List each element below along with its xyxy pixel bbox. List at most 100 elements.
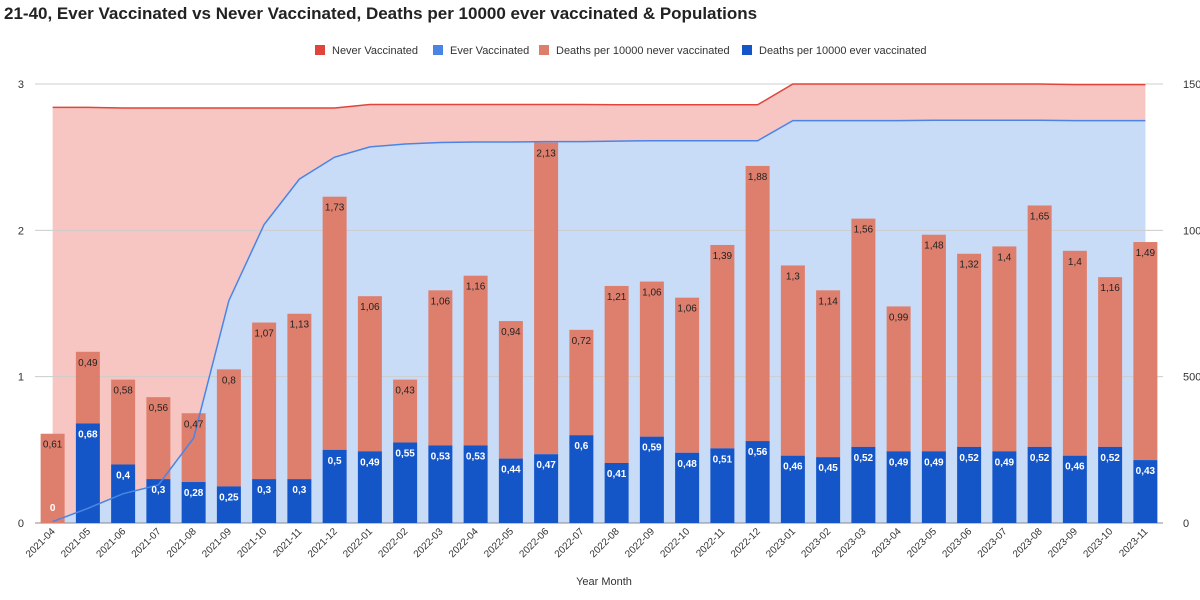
data-label-ever-vaccinated: 0,5 <box>328 456 342 467</box>
bar-ever-vaccinated-deaths <box>463 445 488 523</box>
bar-never-vaccinated-deaths <box>252 322 277 480</box>
data-label-ever-vaccinated: 0,49 <box>924 457 944 468</box>
bar-never-vaccinated-deaths <box>1027 205 1052 447</box>
x-axis-tick-label: 2021-05 <box>59 526 93 560</box>
bar-ever-vaccinated-deaths <box>357 451 382 523</box>
bar-ever-vaccinated-deaths <box>428 445 453 523</box>
x-axis-tick-label: 2022-10 <box>659 526 693 560</box>
data-label-ever-vaccinated: 0,28 <box>184 488 204 499</box>
bar-ever-vaccinated-deaths <box>75 423 100 523</box>
x-axis-tick-label: 2022-05 <box>482 526 516 560</box>
bar-ever-vaccinated-deaths <box>710 448 735 523</box>
data-label-ever-vaccinated: 0,51 <box>713 454 733 465</box>
bar-never-vaccinated-deaths <box>498 321 523 459</box>
data-label-ever-vaccinated: 0,55 <box>395 449 415 460</box>
data-label-ever-vaccinated: 0,53 <box>466 451 486 462</box>
bar-ever-vaccinated-deaths <box>957 446 982 523</box>
data-label-never-vaccinated: 1,14 <box>818 296 838 307</box>
data-label-ever-vaccinated: 0,46 <box>783 462 803 473</box>
data-label-never-vaccinated: 1,16 <box>1100 283 1120 294</box>
x-axis-tick-label: 2021-12 <box>306 526 340 560</box>
data-label-never-vaccinated: 1,48 <box>924 241 944 252</box>
bar-ever-vaccinated-deaths <box>252 479 277 523</box>
data-label-ever-vaccinated: 0,49 <box>360 457 380 468</box>
bar-never-vaccinated-deaths <box>780 265 805 456</box>
bar-ever-vaccinated-deaths <box>181 482 206 523</box>
never-vaccinated-line <box>52 83 1146 109</box>
x-axis-tick-label: 2021-07 <box>130 526 164 560</box>
data-label-ever-vaccinated: 0,52 <box>854 453 874 464</box>
data-label-never-vaccinated: 1,4 <box>1068 257 1082 268</box>
y-axis-tick-label: 3 <box>18 79 24 91</box>
bar-ever-vaccinated-deaths <box>216 486 241 523</box>
data-label-never-vaccinated: 1,56 <box>854 225 874 236</box>
data-label-never-vaccinated: 1,21 <box>607 292 627 303</box>
bar-never-vaccinated-deaths <box>393 379 418 443</box>
x-axis-tick-label: 2022-07 <box>553 526 587 560</box>
bar-ever-vaccinated-deaths <box>816 457 841 523</box>
data-label-ever-vaccinated: 0,46 <box>1065 462 1085 473</box>
x-axis-tick-label: 2022-03 <box>412 526 446 560</box>
bar-never-vaccinated-deaths <box>1133 242 1158 461</box>
data-label-ever-vaccinated: 0,49 <box>995 457 1015 468</box>
legend-label: Deaths per 10000 never vaccinated <box>556 45 730 57</box>
bar-never-vaccinated-deaths <box>886 306 911 452</box>
bar-never-vaccinated-deaths <box>569 329 594 436</box>
bar-ever-vaccinated-deaths <box>1062 455 1087 523</box>
data-label-never-vaccinated: 1,3 <box>786 271 800 282</box>
bar-ever-vaccinated-deaths <box>569 435 594 523</box>
x-axis-tick-label: 2022-08 <box>588 526 622 560</box>
bar-never-vaccinated-deaths <box>111 379 136 465</box>
bar-ever-vaccinated-deaths <box>921 451 946 523</box>
bar-ever-vaccinated-deaths <box>393 442 418 523</box>
x-axis-tick-label: 2023-08 <box>1011 526 1045 560</box>
data-label-never-vaccinated: 1,39 <box>713 251 733 262</box>
bar-never-vaccinated-deaths <box>816 290 841 458</box>
chart-title: 21-40, Ever Vaccinated vs Never Vaccinat… <box>4 4 758 23</box>
data-label-never-vaccinated: 1,06 <box>642 288 662 299</box>
data-label-never-vaccinated: 1,32 <box>959 260 979 271</box>
data-label-never-vaccinated: 0,56 <box>149 403 169 414</box>
bar-never-vaccinated-deaths <box>921 234 946 452</box>
y2-axis-tick-label: 150 <box>1183 79 1200 91</box>
data-label-ever-vaccinated: 0,3 <box>151 485 165 496</box>
data-label-never-vaccinated: 1,4 <box>997 252 1011 263</box>
bar-never-vaccinated-deaths <box>463 275 488 446</box>
data-label-never-vaccinated: 1,16 <box>466 282 486 293</box>
data-label-never-vaccinated: 1,07 <box>254 329 274 340</box>
bar-never-vaccinated-deaths <box>851 218 876 447</box>
bar-ever-vaccinated-deaths <box>1133 460 1158 523</box>
x-axis-tick-label: 2023-02 <box>800 526 834 560</box>
data-label-ever-vaccinated: 0,41 <box>607 469 627 480</box>
x-axis-tick-label: 2023-05 <box>905 526 939 560</box>
y2-axis-tick-label: 0 <box>1183 518 1189 530</box>
bar-never-vaccinated-deaths <box>428 290 453 446</box>
data-label-ever-vaccinated: 0,25 <box>219 492 239 503</box>
x-axis-tick-label: 2021-11 <box>271 526 305 560</box>
x-axis-tick-label: 2023-09 <box>1046 526 1080 560</box>
x-axis-tick-label: 2021-04 <box>24 526 58 560</box>
bar-never-vaccinated-deaths <box>357 296 382 452</box>
x-axis-tick-label: 2023-06 <box>941 526 975 560</box>
legend-swatch <box>433 45 443 55</box>
x-axis-tick-label: 2023-04 <box>870 526 904 560</box>
bar-never-vaccinated-deaths <box>675 297 700 453</box>
data-label-ever-vaccinated: 0,52 <box>959 453 979 464</box>
data-label-ever-vaccinated: 0,43 <box>1136 466 1156 477</box>
bar-ever-vaccinated-deaths <box>639 436 664 523</box>
y-axis-tick-label: 2 <box>18 225 24 237</box>
data-label-ever-vaccinated: 0,3 <box>257 485 271 496</box>
data-label-never-vaccinated: 0,99 <box>889 312 909 323</box>
data-label-never-vaccinated: 1,06 <box>431 296 451 307</box>
data-label-ever-vaccinated: 0,3 <box>292 485 306 496</box>
bar-ever-vaccinated-deaths <box>745 441 770 523</box>
bar-never-vaccinated-deaths <box>639 281 664 437</box>
legend-swatch <box>539 45 549 55</box>
bar-never-vaccinated-deaths <box>604 285 629 464</box>
bar-never-vaccinated-deaths <box>146 397 171 480</box>
x-axis-tick-label: 2021-10 <box>236 526 270 560</box>
data-label-never-vaccinated: 0,8 <box>222 375 236 386</box>
x-axis-tick-label: 2022-06 <box>518 526 552 560</box>
bar-ever-vaccinated-deaths <box>780 455 805 523</box>
